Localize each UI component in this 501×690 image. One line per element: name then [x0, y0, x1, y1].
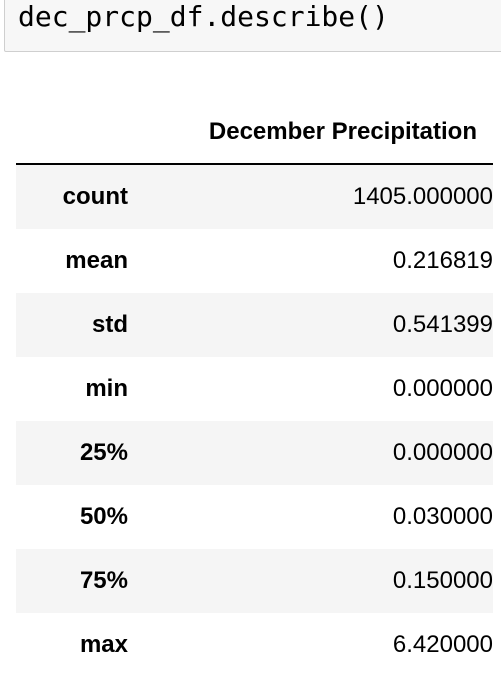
table-row: count 1405.000000: [16, 164, 493, 229]
describe-output-table: December Precipitation count 1405.000000…: [16, 101, 493, 677]
row-label: count: [16, 164, 128, 229]
row-value: 0.541399: [128, 293, 493, 357]
row-value: 0.000000: [128, 357, 493, 421]
table-row: 25% 0.000000: [16, 421, 493, 485]
row-value: 0.150000: [128, 549, 493, 613]
row-label: std: [16, 293, 128, 357]
row-label: max: [16, 613, 128, 677]
row-label: min: [16, 357, 128, 421]
row-value: 1405.000000: [128, 164, 493, 229]
table-row: mean 0.216819: [16, 229, 493, 293]
table-row: 50% 0.030000: [16, 485, 493, 549]
table-row: min 0.000000: [16, 357, 493, 421]
table-row: max 6.420000: [16, 613, 493, 677]
index-header: [16, 101, 128, 164]
row-label: 75%: [16, 549, 128, 613]
row-label: 25%: [16, 421, 128, 485]
code-source: dec_prcp_df.describe(): [18, 0, 389, 35]
table-row: std 0.541399: [16, 293, 493, 357]
row-value: 0.000000: [128, 421, 493, 485]
table-row: 75% 0.150000: [16, 549, 493, 613]
row-label: mean: [16, 229, 128, 293]
code-cell-input[interactable]: dec_prcp_df.describe(): [4, 0, 501, 52]
row-value: 0.030000: [128, 485, 493, 549]
column-header: December Precipitation: [128, 101, 493, 164]
row-value: 6.420000: [128, 613, 493, 677]
row-value: 0.216819: [128, 229, 493, 293]
row-label: 50%: [16, 485, 128, 549]
table-header-row: December Precipitation: [16, 101, 493, 164]
